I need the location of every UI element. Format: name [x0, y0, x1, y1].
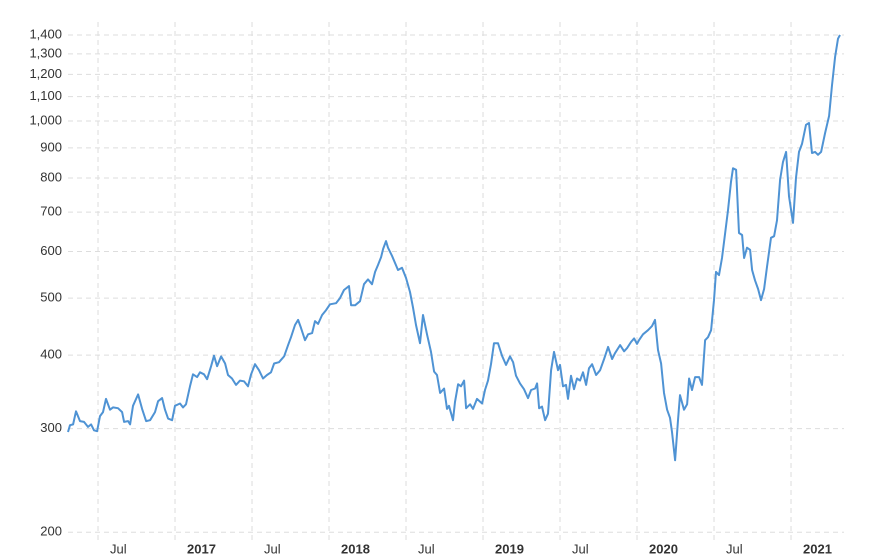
- y-tick-label: 600: [40, 243, 62, 258]
- y-tick-label: 1,400: [29, 26, 62, 41]
- x-tick-label: Jul: [726, 541, 743, 556]
- y-tick-label: 400: [40, 347, 62, 362]
- x-tick-label: 2021: [803, 541, 832, 556]
- y-tick-label: 700: [40, 204, 62, 219]
- y-tick-label: 900: [40, 139, 62, 154]
- y-tick-label: 800: [40, 169, 62, 184]
- y-tick-label: 1,000: [29, 112, 62, 127]
- y-tick-label: 300: [40, 420, 62, 435]
- x-tick-label: 2018: [341, 541, 370, 556]
- y-tick-label: 1,100: [29, 88, 62, 103]
- x-tick-label: Jul: [572, 541, 589, 556]
- x-tick-label: Jul: [418, 541, 435, 556]
- x-tick-label: 2020: [649, 541, 678, 556]
- price-line: [67, 34, 841, 462]
- y-tick-label: 500: [40, 290, 62, 305]
- x-tick-label: Jul: [110, 541, 127, 556]
- x-tick-label: 2019: [495, 541, 524, 556]
- y-tick-label: 200: [40, 524, 62, 539]
- x-tick-label: Jul: [264, 541, 281, 556]
- y-tick-label: 1,300: [29, 45, 62, 60]
- y-tick-label: 1,200: [29, 66, 62, 81]
- x-tick-label: 2017: [187, 541, 216, 556]
